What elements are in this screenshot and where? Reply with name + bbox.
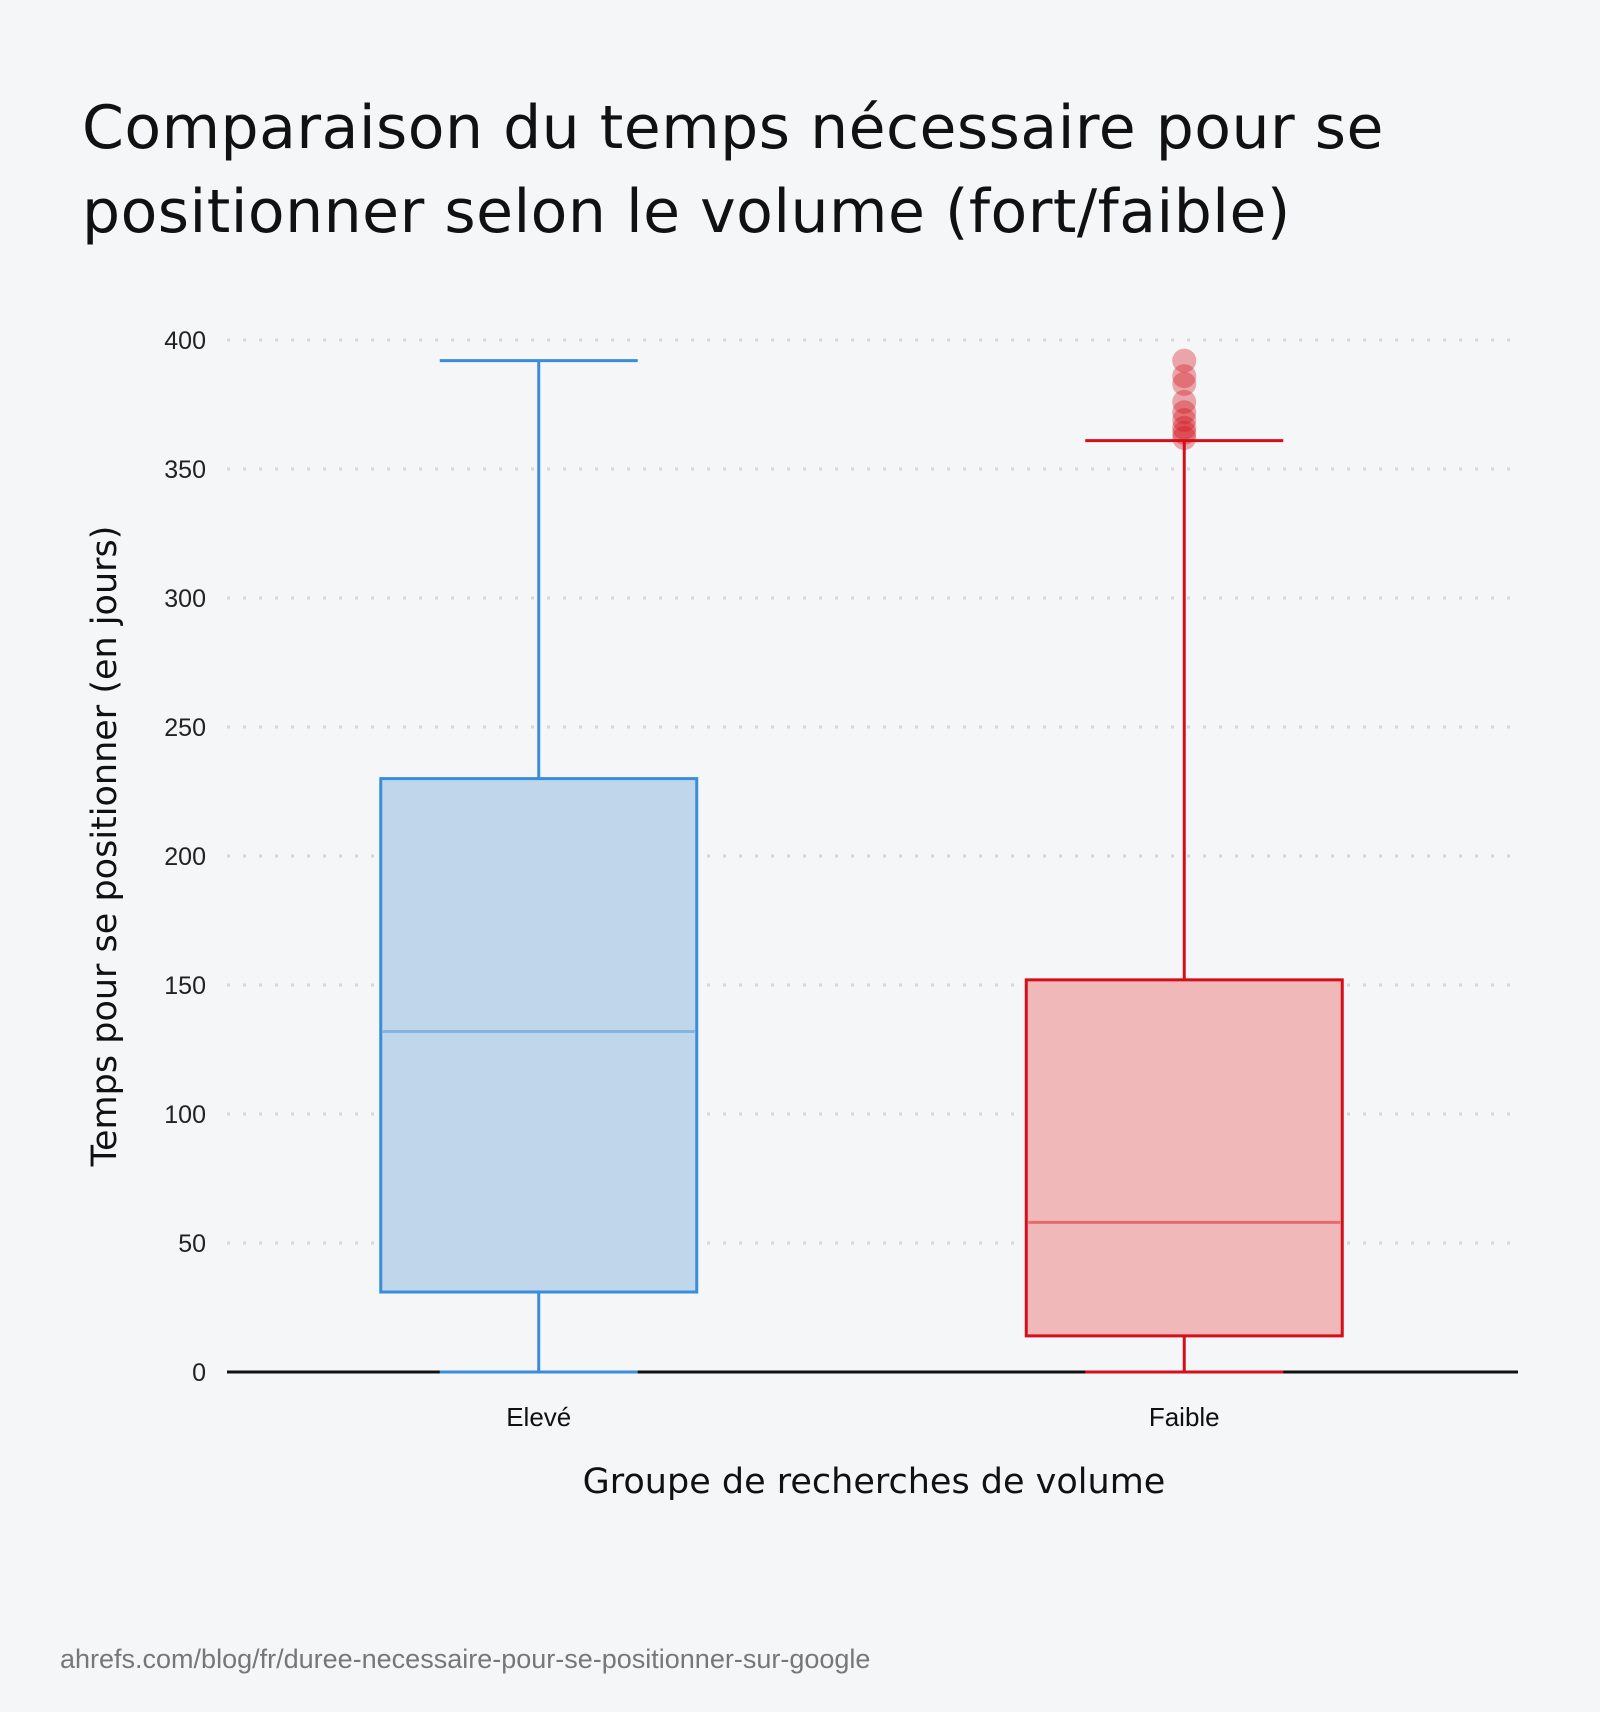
outlier-point [1172,371,1197,396]
y-tick-label: 400 [164,327,206,355]
x-axis-label: Groupe de recherches de volume [583,1462,1166,1502]
outlier-point [1172,426,1197,451]
chart-title: Comparaison du temps nécessaire pour se … [82,93,1384,247]
y-tick-label: 300 [164,585,206,613]
outlier-point [1172,348,1197,373]
y-tick-label: 250 [164,714,206,742]
y-tick-label: 50 [178,1230,206,1258]
y-tick-label: 150 [164,972,206,1000]
outlier-point [1172,400,1197,425]
source-url: ahrefs.com/blog/fr/duree-necessaire-pour… [60,1644,871,1674]
outlier-point [1172,415,1197,440]
box [379,777,699,1294]
outlier-point [1172,389,1197,414]
x-tick-label: Faible [1149,1402,1220,1432]
outlier-point [1172,407,1197,432]
x-tick-label: Elevé [506,1402,571,1432]
y-tick-label: 200 [164,843,206,871]
outlier-point [1172,420,1197,445]
box [1024,978,1344,1338]
y-tick-label: 100 [164,1101,206,1129]
y-tick-label: 350 [164,456,206,484]
outlier-point [1172,364,1197,389]
y-tick-label: 0 [192,1359,206,1387]
y-axis-label: Temps pour se positionner (en jours) [85,526,125,1168]
